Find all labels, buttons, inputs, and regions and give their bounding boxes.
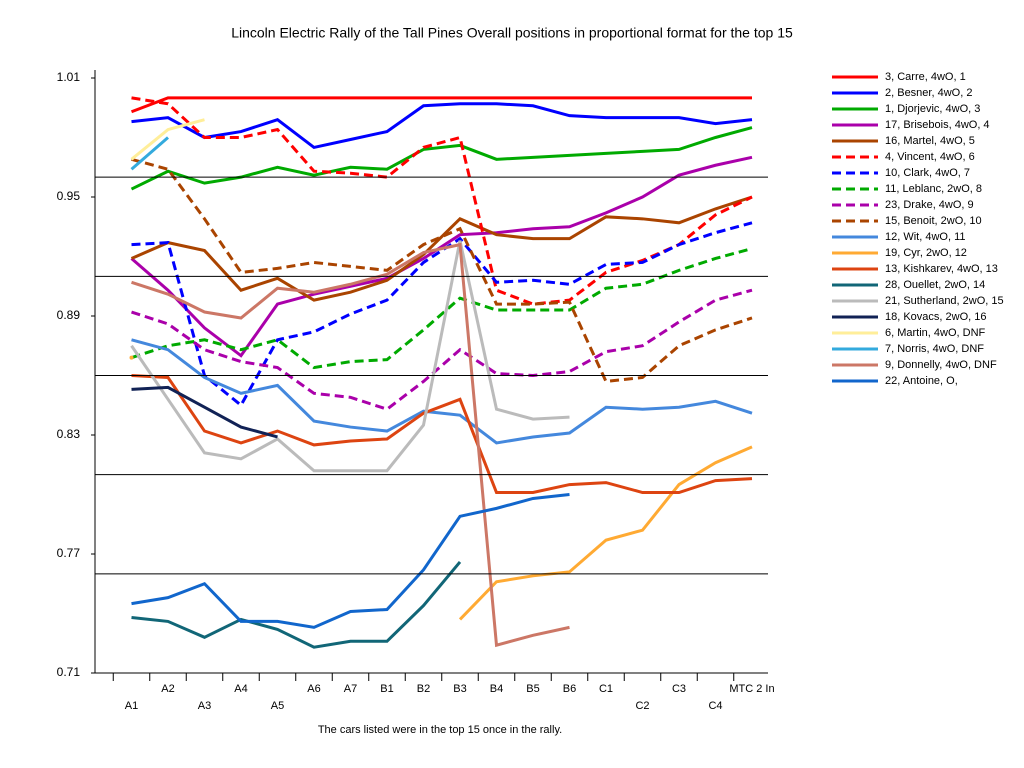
series-line xyxy=(131,247,753,370)
x-tick-label: A2 xyxy=(161,683,174,695)
x-tick-label: B3 xyxy=(453,683,466,695)
x-tick-label: B5 xyxy=(526,683,539,695)
x-tick-label: C3 xyxy=(672,683,686,695)
y-tick-label: 1.01 xyxy=(57,70,81,84)
x-tick-label: MTC 2 In xyxy=(729,683,774,695)
legend-label: 17, Brisebois, 4wO, 4 xyxy=(885,119,990,131)
legend-label: 7, Norris, 4wO, DNF xyxy=(885,343,984,355)
series-point xyxy=(129,355,134,360)
series-line xyxy=(130,195,753,302)
x-tick-label: A6 xyxy=(307,683,320,695)
legend-label: 16, Martel, 4wO, 5 xyxy=(885,135,975,147)
series-line xyxy=(131,338,753,445)
series-line xyxy=(131,96,753,306)
y-tick-label: 0.83 xyxy=(57,427,81,441)
chart-title: Lincoln Electric Rally of the Tall Pines… xyxy=(231,25,793,41)
legend-label: 19, Cyr, 2wO, 12 xyxy=(885,247,967,259)
x-tick-label: C4 xyxy=(708,700,722,712)
series-line xyxy=(458,445,753,621)
series-line xyxy=(131,374,753,495)
x-tick-label: A4 xyxy=(234,683,247,695)
legend-label: 3, Carre, 4wO, 1 xyxy=(885,71,966,83)
x-tick-label: B6 xyxy=(563,683,576,695)
series-line xyxy=(131,288,753,411)
x-tick-label: C1 xyxy=(599,683,613,695)
series-line xyxy=(130,155,753,358)
legend-label: 12, Wit, 4wO, 11 xyxy=(885,231,966,243)
legend-label: 6, Martin, 4wO, DNF xyxy=(885,327,986,339)
legend-label: 22, Antoine, O, xyxy=(885,375,958,387)
series-line xyxy=(130,126,753,191)
footnote: The cars listed were in the top 15 once … xyxy=(318,724,562,736)
x-tick-label: A3 xyxy=(198,700,211,712)
series-line xyxy=(131,560,462,649)
y-tick-label: 0.71 xyxy=(57,665,81,679)
legend-label: 23, Drake, 4wO, 9 xyxy=(885,199,974,211)
legend-label: 11, Leblanc, 2wO, 8 xyxy=(885,183,982,195)
series-line xyxy=(131,221,753,408)
y-tick-label: 0.77 xyxy=(57,546,81,560)
x-tick-label: A7 xyxy=(344,683,357,695)
legend-label: 28, Ouellet, 2wO, 14 xyxy=(885,279,985,291)
legend-label: 4, Vincent, 4wO, 6 xyxy=(885,151,975,163)
series-line xyxy=(130,96,752,114)
y-tick-label: 0.95 xyxy=(57,189,81,203)
legend-label: 15, Benoit, 2wO, 10 xyxy=(885,215,982,227)
plot-area xyxy=(129,96,753,649)
legend-label: 18, Kovacs, 2wO, 16 xyxy=(885,311,987,323)
series-line xyxy=(131,102,753,150)
legend-label: 9, Donnelly, 4wO, DNF xyxy=(885,359,997,371)
legend-label: 10, Clark, 4wO, 7 xyxy=(885,167,970,179)
legend-label: 1, Djorjevic, 4wO, 3 xyxy=(885,103,980,115)
series-line xyxy=(131,242,570,648)
x-tick-label: C2 xyxy=(635,700,649,712)
x-tick-label: B2 xyxy=(417,683,430,695)
x-tick-label: A1 xyxy=(125,700,138,712)
x-tick-label: A5 xyxy=(271,700,284,712)
series-line xyxy=(131,385,278,439)
series-line xyxy=(130,240,570,473)
x-tick-label: B1 xyxy=(380,683,393,695)
y-tick-label: 0.89 xyxy=(57,308,81,322)
legend-label: 13, Kishkarev, 4wO, 13 xyxy=(885,263,998,275)
series-line xyxy=(131,493,570,629)
series-line xyxy=(130,136,169,171)
legend-label: 21, Sutherland, 2wO, 15 xyxy=(885,295,1004,307)
series-line xyxy=(130,118,205,161)
legend-label: 2, Besner, 4wO, 2 xyxy=(885,87,972,99)
x-tick-label: B4 xyxy=(490,683,503,695)
